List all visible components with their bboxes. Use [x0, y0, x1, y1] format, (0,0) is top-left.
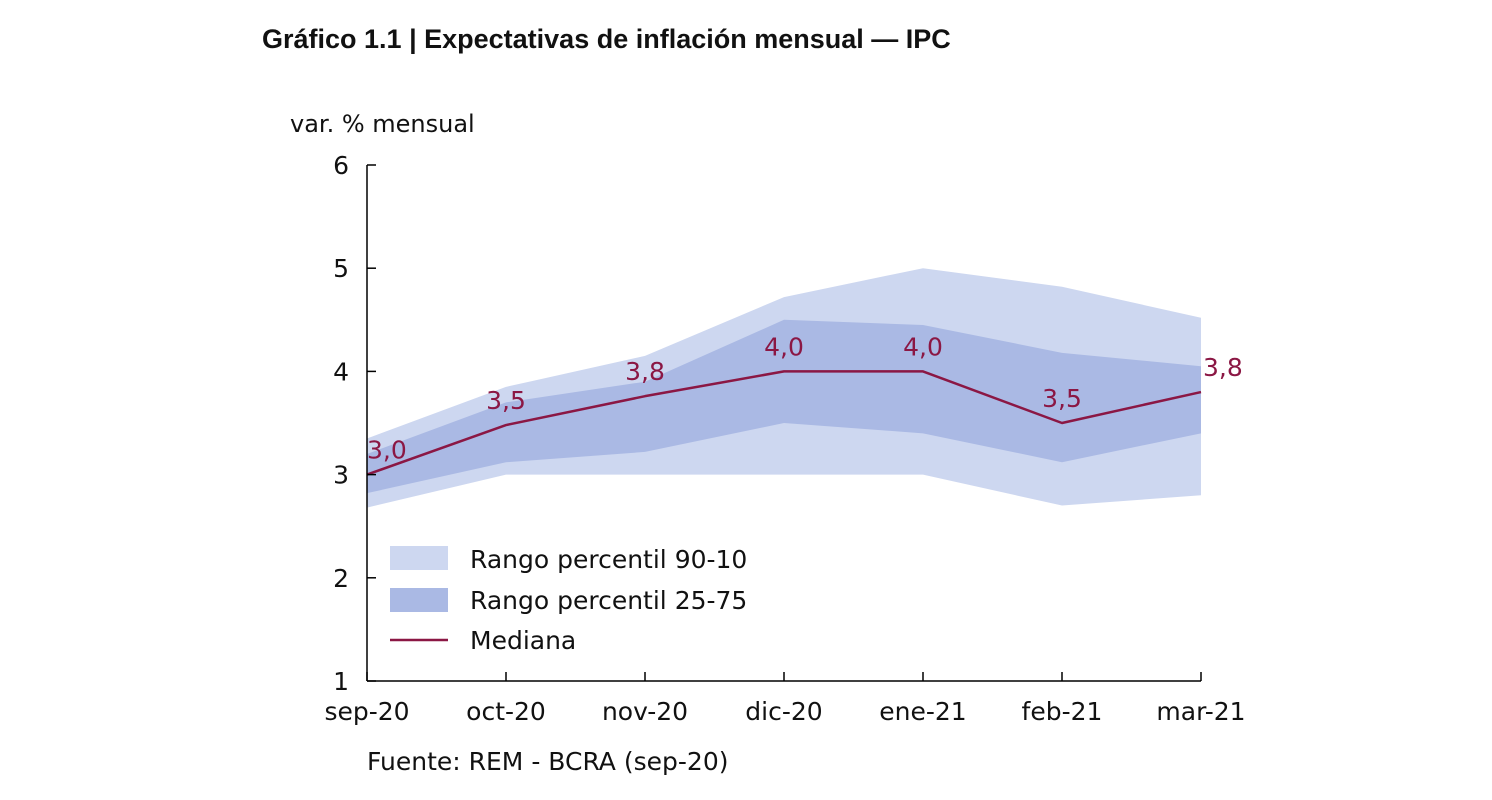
median-layer [366, 370, 1202, 476]
x-tick-label: mar-21 [1156, 697, 1245, 726]
legend-swatch-25-75 [390, 588, 448, 612]
x-tick-label: feb-21 [1022, 697, 1103, 726]
x-tick-label: dic-20 [745, 697, 822, 726]
legend-label-90-10: Rango percentil 90-10 [470, 545, 747, 574]
x-tick-label: oct-20 [466, 697, 546, 726]
legend: Rango percentil 90-10 Rango percentil 25… [390, 545, 747, 655]
y-tick-label: 3 [333, 461, 349, 490]
y-tick-label: 6 [333, 151, 349, 180]
bands-layer [367, 268, 1201, 508]
legend-label-mediana: Mediana [470, 626, 576, 655]
y-ticks: 1 2 3 4 5 6 [333, 151, 376, 696]
data-label: 3,8 [625, 357, 665, 386]
y-tick-label: 5 [333, 254, 349, 283]
data-labels: 3,0 3,5 3,8 4,0 4,0 3,5 3,8 [367, 332, 1243, 464]
data-label: 4,0 [903, 332, 943, 361]
legend-swatch-90-10 [390, 546, 448, 570]
band-25-75 [367, 319, 1201, 494]
x-tick-label: nov-20 [602, 697, 688, 726]
y-axis-label: var. % mensual [290, 110, 475, 138]
data-label: 3,5 [486, 386, 526, 415]
data-label: 3,0 [367, 436, 407, 465]
x-ticks: sep-20 oct-20 nov-20 dic-20 ene-21 feb-21 mar-… [324, 672, 1246, 726]
chart-source: Fuente: REM - BCRA (sep-20) [367, 747, 728, 776]
data-label: 3,5 [1042, 384, 1082, 413]
x-tick-label: sep-20 [324, 697, 409, 726]
legend-label-25-75: Rango percentil 25-75 [470, 586, 747, 615]
data-label: 4,0 [764, 332, 804, 361]
median-line [366, 370, 1202, 476]
y-tick-label: 4 [333, 357, 349, 386]
x-tick-label: ene-21 [879, 697, 966, 726]
y-tick-label: 1 [333, 667, 349, 696]
data-label: 3,8 [1203, 353, 1243, 382]
y-tick-label: 2 [333, 564, 349, 593]
chart-title: Gráfico 1.1 | Expectativas de inflación … [262, 24, 951, 54]
